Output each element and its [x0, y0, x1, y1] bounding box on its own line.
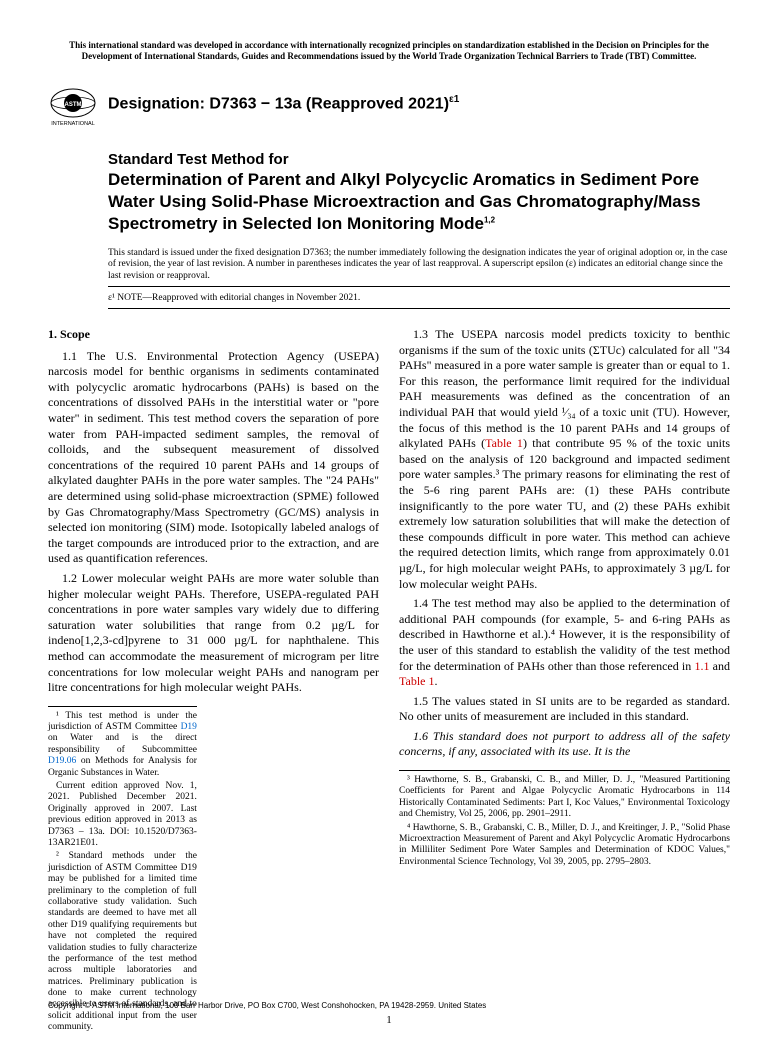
para-1-3: 1.3 The USEPA narcosis model predicts to… — [399, 327, 730, 592]
para-1-6: 1.6 This standard does not purport to ad… — [399, 729, 730, 760]
footnote-block-right: ³ Hawthorne, S. B., Grabanski, C. B., an… — [399, 770, 730, 868]
ref-table-1[interactable]: Table 1 — [485, 436, 523, 450]
issue-note: This standard is issued under the fixed … — [108, 248, 730, 288]
page-number: 1 — [0, 1013, 778, 1027]
link-d19-06[interactable]: D19.06 — [48, 756, 76, 766]
footnote-1-cont: Current edition approved Nov. 1, 2021. P… — [48, 781, 197, 849]
footnote-block-left: ¹ This test method is under the jurisdic… — [48, 706, 197, 1034]
epsilon-note: ε¹ NOTE—Reapproved with editorial change… — [108, 293, 730, 309]
title-main: Determination of Parent and Alkyl Polycy… — [108, 169, 730, 235]
title-sup: 1,2 — [484, 216, 495, 225]
designation-sup: ε1 — [449, 94, 459, 105]
body-columns: 1. Scope 1.1 The U.S. Environmental Prot… — [48, 327, 730, 1036]
title-prefix: Standard Test Method for — [108, 151, 730, 170]
para-1-1: 1.1 The U.S. Environmental Protection Ag… — [48, 349, 379, 567]
para-1-5: 1.5 The values stated in SI units are to… — [399, 694, 730, 725]
copyright-line: Copyright © ASTM International, 100 Barr… — [48, 1001, 486, 1011]
designation-text: Designation: D7363 − 13a (Reapproved 202… — [108, 93, 459, 115]
footnote-4: ⁴ Hawthorne, S. B., Grabanski, C. B., Mi… — [399, 823, 730, 869]
footnote-1: ¹ This test method is under the jurisdic… — [48, 711, 197, 779]
scope-heading: 1. Scope — [48, 327, 379, 343]
para-1-2: 1.2 Lower molecular weight PAHs are more… — [48, 571, 379, 696]
title-block: Standard Test Method for Determination o… — [108, 151, 730, 236]
astm-logo: ASTM INTERNATIONAL — [48, 81, 98, 129]
svg-text:INTERNATIONAL: INTERNATIONAL — [51, 121, 95, 127]
link-d19[interactable]: D19 — [181, 722, 197, 732]
svg-text:ASTM: ASTM — [65, 102, 82, 108]
ref-1-1[interactable]: 1.1 — [694, 659, 709, 673]
ref-table-1b[interactable]: Table 1 — [399, 674, 434, 688]
title-body: Determination of Parent and Alkyl Polycy… — [108, 170, 701, 233]
committee-header-note: This international standard was develope… — [48, 40, 730, 63]
para-1-4: 1.4 The test method may also be applied … — [399, 596, 730, 690]
footnote-3: ³ Hawthorne, S. B., Grabanski, C. B., an… — [399, 775, 730, 821]
designation-label: Designation: D7363 − 13a (Reapproved 202… — [108, 96, 449, 113]
designation-row: ASTM INTERNATIONAL Designation: D7363 − … — [48, 81, 730, 129]
